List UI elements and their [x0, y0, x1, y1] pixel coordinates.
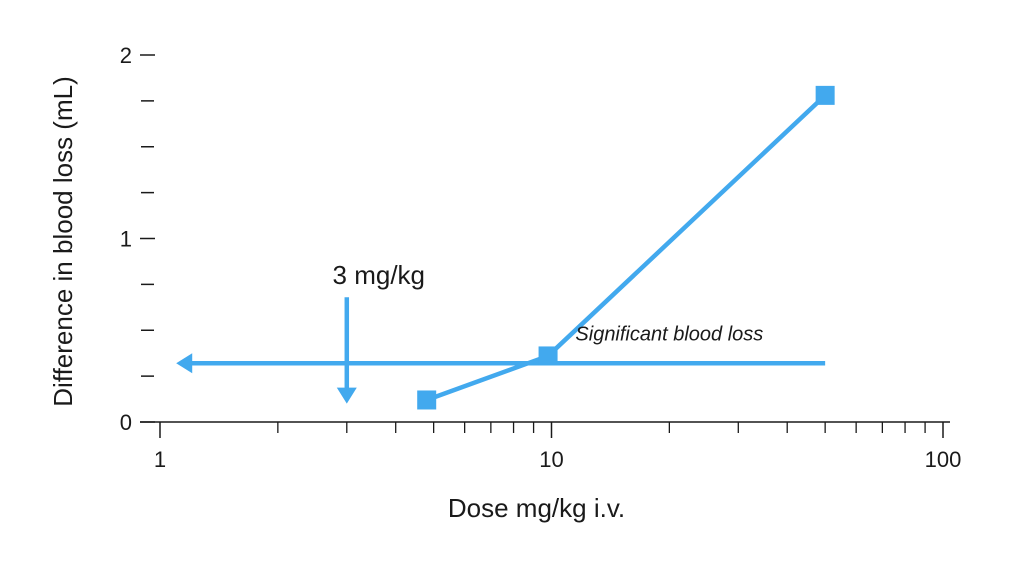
data-point-marker	[538, 346, 558, 366]
y-tick-label: 2	[120, 43, 132, 68]
x-tick-label: 10	[539, 447, 563, 472]
data-point-marker	[815, 85, 835, 105]
y-tick-label: 1	[120, 227, 132, 252]
annotations	[176, 297, 826, 404]
series-layer	[417, 85, 835, 410]
x-axis-title: Dose mg/kg i.v.	[448, 493, 625, 523]
dose-arrowhead	[336, 387, 357, 404]
threshold-arrowhead	[176, 353, 193, 374]
x-tick-label: 100	[925, 447, 962, 472]
data-point-marker	[417, 390, 437, 410]
y-tick-label: 0	[120, 410, 132, 435]
threshold-label: Significant blood loss	[575, 323, 763, 345]
series-line	[425, 93, 827, 403]
dose-annotation-label: 3 mg/kg	[333, 260, 426, 290]
y-axis-title: Difference in blood loss (mL)	[48, 76, 78, 406]
x-tick-label: 1	[154, 447, 166, 472]
